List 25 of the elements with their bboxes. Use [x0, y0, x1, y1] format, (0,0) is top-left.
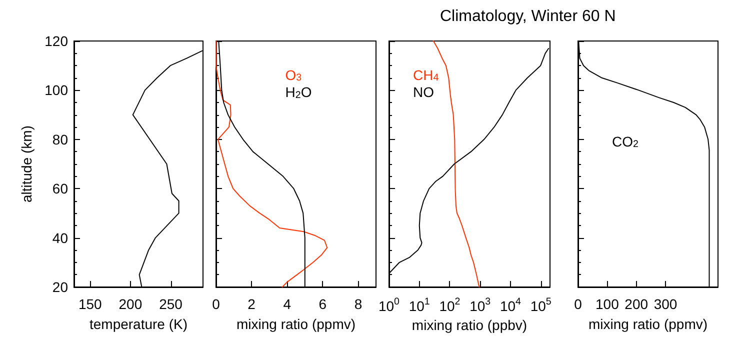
- y-tick-label: 80: [52, 131, 68, 148]
- x-tick-label: 250: [159, 296, 183, 312]
- y-axis-title: altitude (km): [18, 125, 35, 203]
- x-axis-title: mixing ratio (ppmv): [588, 316, 708, 332]
- x-tick-label: 200: [624, 296, 648, 312]
- x-axis-title: temperature (K): [89, 316, 188, 332]
- x-tick-label: 0: [212, 296, 220, 312]
- x-tick-label: 0: [574, 296, 582, 312]
- x-tick-label: 300: [654, 296, 678, 312]
- x-tick-label: 150: [78, 296, 102, 312]
- x-axis-title: mixing ratio (ppbv): [412, 316, 528, 333]
- x-tick-label: 100: [595, 296, 620, 312]
- x-tick-label: 2: [248, 296, 256, 312]
- x-tick-label: 4: [283, 296, 292, 312]
- chart-title: Climatology, Winter 60 N: [440, 8, 616, 26]
- y-tick-label: 60: [52, 180, 68, 197]
- y-tick-label: 100: [44, 82, 68, 98]
- y-tick-label: 120: [44, 33, 68, 49]
- x-tick-label: 8: [354, 296, 362, 312]
- x-tick-label: 200: [118, 296, 142, 312]
- y-tick-label: 20: [52, 279, 68, 295]
- text: NO: [413, 84, 434, 100]
- x-axis-title: mixing ratio (ppmv): [236, 316, 356, 332]
- x-tick-label: 6: [318, 296, 327, 312]
- y-tick-label: 40: [52, 230, 68, 246]
